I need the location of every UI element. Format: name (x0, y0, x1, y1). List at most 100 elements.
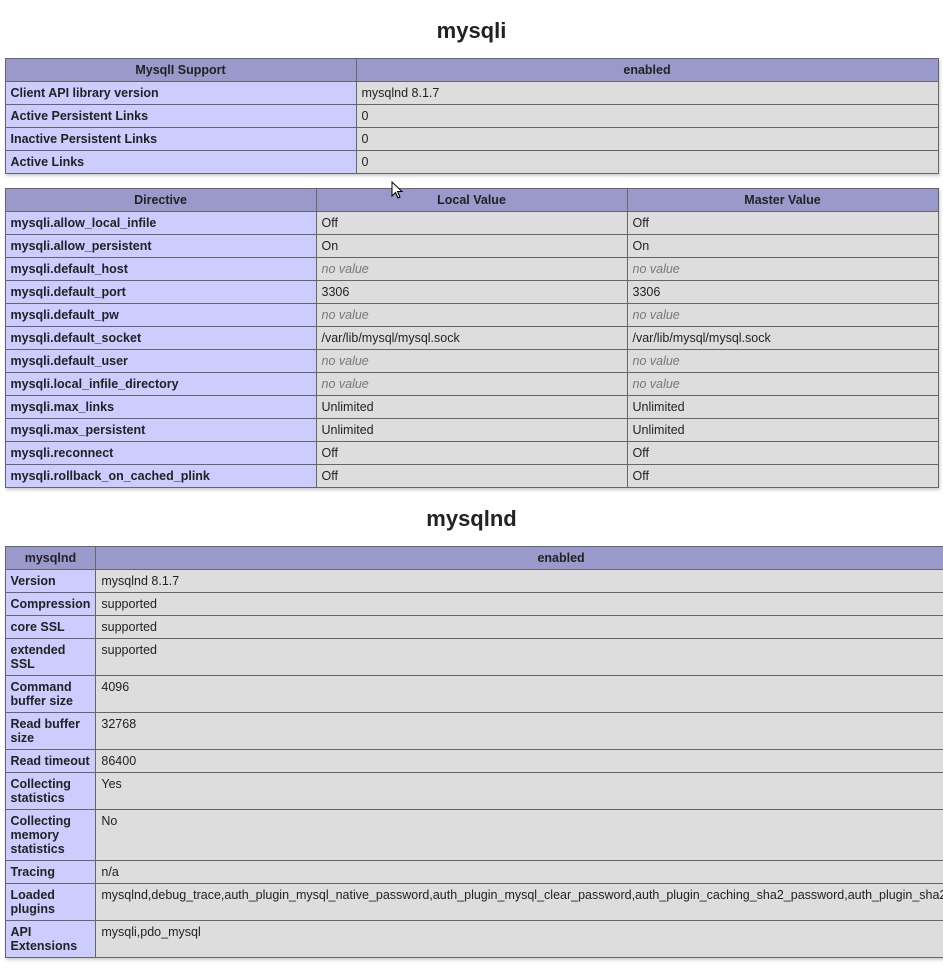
row-key: Client API library version (5, 82, 356, 105)
table-header-cell: Local Value (316, 189, 627, 212)
row-key: mysqli.local_infile_directory (5, 373, 316, 396)
row-value: no value (316, 373, 627, 396)
row-key: Active Links (5, 151, 356, 174)
row-key: mysqli.default_host (5, 258, 316, 281)
row-key: mysqli.default_user (5, 350, 316, 373)
row-value: no value (627, 258, 938, 281)
row-key: extended SSL (5, 639, 96, 676)
row-value: Off (627, 442, 938, 465)
row-value: Off (627, 465, 938, 488)
table-row: Inactive Persistent Links0 (5, 128, 938, 151)
table-row: mysqli.default_pwno valueno value (5, 304, 938, 327)
row-value: On (316, 235, 627, 258)
row-key: mysqli.default_socket (5, 327, 316, 350)
section-title: mysqlnd (5, 506, 939, 532)
row-key: mysqli.default_pw (5, 304, 316, 327)
row-value: no value (316, 304, 627, 327)
row-value: 86400 (96, 750, 943, 773)
row-value: 0 (356, 105, 938, 128)
row-value: Off (316, 442, 627, 465)
table-row: Loaded pluginsmysqlnd,debug_trace,auth_p… (5, 884, 943, 921)
table-header-cell: Directive (5, 189, 316, 212)
table-row: Compressionsupported (5, 593, 943, 616)
phpinfo-page: mysqli MysqlI SupportenabledClient API li… (5, 18, 939, 958)
row-value: /var/lib/mysql/mysql.sock (627, 327, 938, 350)
section-title: mysqli (5, 18, 939, 44)
row-value: no value (316, 350, 627, 373)
table-row: mysqli.reconnectOffOff (5, 442, 938, 465)
row-key: mysqli.allow_local_infile (5, 212, 316, 235)
table-header-cell: Master Value (627, 189, 938, 212)
row-value: Unlimited (316, 419, 627, 442)
row-key: Loaded plugins (5, 884, 96, 921)
table-row: extended SSLsupported (5, 639, 943, 676)
table-row: mysqli.default_hostno valueno value (5, 258, 938, 281)
row-value: On (627, 235, 938, 258)
table-row: mysqli.local_infile_directoryno valueno … (5, 373, 938, 396)
row-value: Off (627, 212, 938, 235)
table-row: Active Links0 (5, 151, 938, 174)
row-key: mysqli.default_port (5, 281, 316, 304)
row-key: Read buffer size (5, 713, 96, 750)
row-value: 0 (356, 128, 938, 151)
row-value: No (96, 810, 943, 861)
row-value: Unlimited (627, 419, 938, 442)
row-value: Off (316, 212, 627, 235)
row-value: no value (627, 373, 938, 396)
row-key: API Extensions (5, 921, 96, 958)
row-value: 4096 (96, 676, 943, 713)
row-value: no value (316, 258, 627, 281)
table-header-cell: mysqlnd (5, 547, 96, 570)
table-header-cell: enabled (356, 59, 938, 82)
row-value: no value (627, 350, 938, 373)
table-row: API Extensionsmysqli,pdo_mysql (5, 921, 943, 958)
row-key: Collecting memory statistics (5, 810, 96, 861)
row-value: 3306 (627, 281, 938, 304)
row-value: mysqli,pdo_mysql (96, 921, 943, 958)
row-key: Inactive Persistent Links (5, 128, 356, 151)
table-row: Command buffer size4096 (5, 676, 943, 713)
row-value: mysqlnd 8.1.7 (356, 82, 938, 105)
row-key: Command buffer size (5, 676, 96, 713)
row-value: supported (96, 639, 943, 676)
table-row: mysqli.max_persistentUnlimitedUnlimited (5, 419, 938, 442)
table-row: Read timeout86400 (5, 750, 943, 773)
row-value: mysqlnd,debug_trace,auth_plugin_mysql_na… (96, 884, 943, 921)
row-value: 32768 (96, 713, 943, 750)
table-row: mysqli.default_userno valueno value (5, 350, 938, 373)
row-value: 3306 (316, 281, 627, 304)
row-value: Unlimited (627, 396, 938, 419)
row-value: supported (96, 593, 943, 616)
table-row: Read buffer size32768 (5, 713, 943, 750)
row-key: core SSL (5, 616, 96, 639)
row-key: Compression (5, 593, 96, 616)
table-row: mysqli.allow_local_infileOffOff (5, 212, 938, 235)
row-key: mysqli.allow_persistent (5, 235, 316, 258)
row-value: Unlimited (316, 396, 627, 419)
row-key: mysqli.rollback_on_cached_plink (5, 465, 316, 488)
table-row: mysqli.rollback_on_cached_plinkOffOff (5, 465, 938, 488)
row-value: /var/lib/mysql/mysql.sock (316, 327, 627, 350)
row-key: mysqli.max_persistent (5, 419, 316, 442)
table-row: mysqli.default_socket/var/lib/mysql/mysq… (5, 327, 938, 350)
table-row: Active Persistent Links0 (5, 105, 938, 128)
row-value: Off (316, 465, 627, 488)
row-key: Tracing (5, 861, 96, 884)
table-row: core SSLsupported (5, 616, 943, 639)
directive-table: DirectiveLocal ValueMaster Valuemysqli.a… (5, 188, 939, 488)
table-header-cell: enabled (96, 547, 943, 570)
info-table: MysqlI SupportenabledClient API library … (5, 58, 939, 174)
table-row: Versionmysqlnd 8.1.7 (5, 570, 943, 593)
row-key: mysqli.reconnect (5, 442, 316, 465)
row-key: Version (5, 570, 96, 593)
row-value: supported (96, 616, 943, 639)
table-row: Collecting statisticsYes (5, 773, 943, 810)
table-row: Collecting memory statisticsNo (5, 810, 943, 861)
row-value: 0 (356, 151, 938, 174)
info-table: mysqlndenabledVersionmysqlnd 8.1.7Compre… (5, 546, 943, 958)
row-value: mysqlnd 8.1.7 (96, 570, 943, 593)
table-row: mysqli.allow_persistentOnOn (5, 235, 938, 258)
row-key: Collecting statistics (5, 773, 96, 810)
table-header-cell: MysqlI Support (5, 59, 356, 82)
table-row: mysqli.default_port33063306 (5, 281, 938, 304)
